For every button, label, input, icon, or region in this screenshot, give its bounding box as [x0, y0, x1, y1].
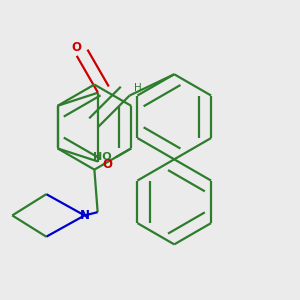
Text: H: H — [134, 83, 142, 93]
Text: HO: HO — [93, 152, 112, 162]
Text: N: N — [80, 209, 90, 222]
Text: O: O — [103, 158, 113, 171]
Text: O: O — [72, 41, 82, 54]
